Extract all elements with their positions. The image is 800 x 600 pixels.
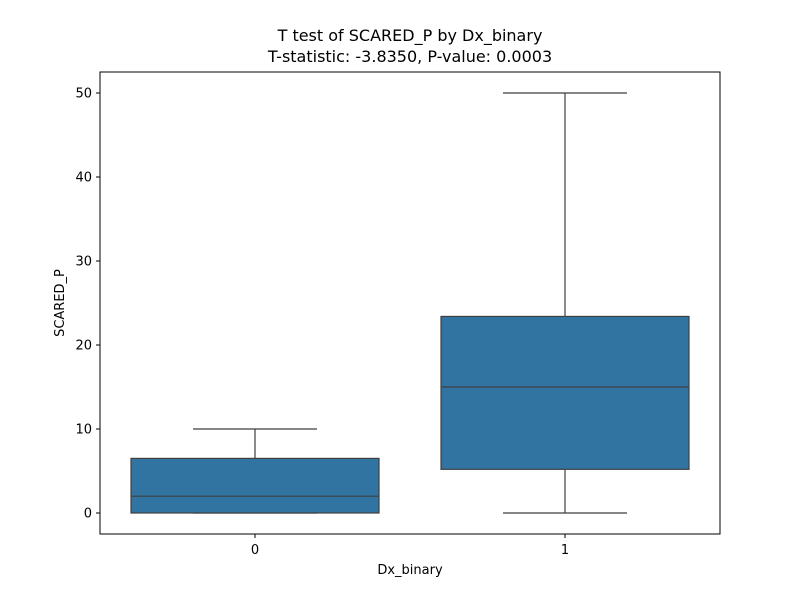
- chart-subtitle: T-statistic: -3.8350, P-value: 0.0003: [267, 47, 553, 66]
- box-group-1: [440, 92, 690, 514]
- y-tick-label: 0: [84, 507, 92, 522]
- chart-title: T test of SCARED_P by Dx_binary: [277, 26, 543, 45]
- y-tick-label: 40: [75, 171, 92, 186]
- y-tick-label: 20: [75, 339, 92, 354]
- x-tick-label: 0: [251, 543, 259, 558]
- x-axis-label: Dx_binary: [377, 563, 443, 578]
- box-group-0: [130, 428, 380, 514]
- iqr-box: [130, 457, 380, 514]
- iqr-box: [440, 315, 690, 470]
- plot-frame: [99, 71, 721, 535]
- y-axis-label: SCARED_P: [53, 269, 68, 337]
- y-tick-label: 30: [75, 255, 92, 270]
- y-axis: 0 10 20 30 40 50: [75, 87, 100, 522]
- y-tick-label: 10: [75, 423, 92, 438]
- x-tick-label: 1: [561, 543, 569, 558]
- y-tick-label: 50: [75, 87, 92, 102]
